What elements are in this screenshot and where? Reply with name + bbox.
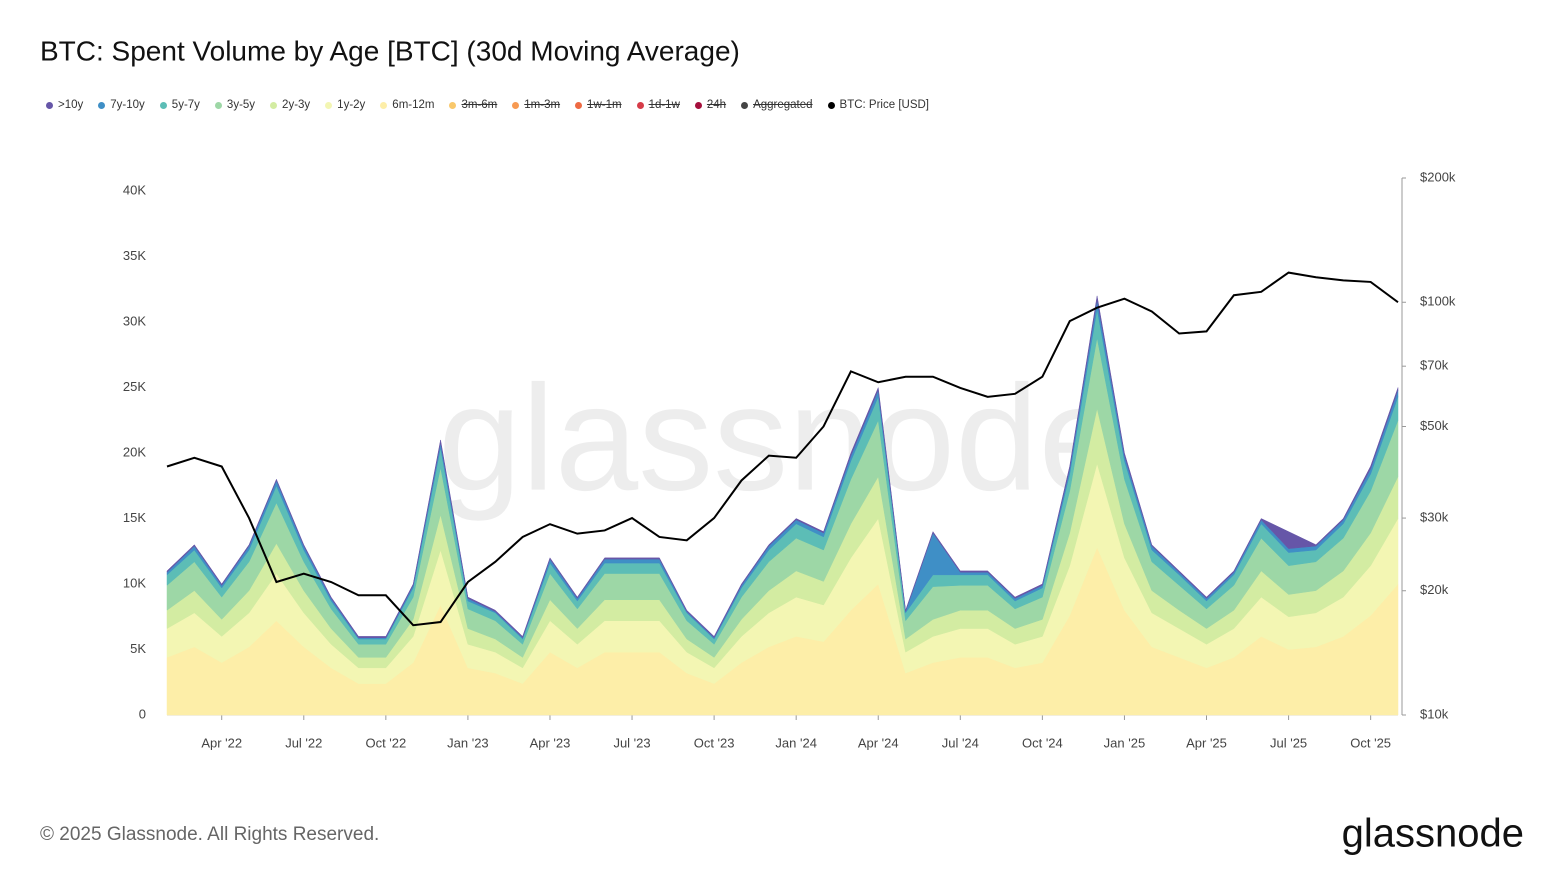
- y2-tick-label: $10k: [1420, 706, 1449, 721]
- y-tick-label: 25K: [123, 379, 146, 394]
- legend-item[interactable]: 1d-1w: [636, 99, 680, 111]
- x-tick-label: Apr '25: [1186, 735, 1227, 750]
- legend-item[interactable]: 6m-12m: [380, 99, 434, 111]
- logo: glassnode: [1342, 812, 1524, 856]
- x-tick-label: Jul '24: [942, 735, 979, 750]
- legend-item[interactable]: BTC: Price [USD]: [827, 99, 930, 111]
- legend-marker: [449, 101, 457, 109]
- legend-label: >10y: [58, 99, 84, 111]
- legend-marker: [380, 101, 388, 109]
- legend-label: 1y-2y: [337, 99, 366, 111]
- y2-tick-label: $200k: [1420, 169, 1456, 184]
- legend-marker: [159, 101, 167, 109]
- legend-marker: [575, 101, 583, 109]
- x-tick-label: Apr '22: [201, 735, 242, 750]
- y2-tick-label: $20k: [1420, 582, 1449, 597]
- area: [166, 295, 1399, 639]
- legend-item[interactable]: 3y-5y: [214, 99, 256, 111]
- y2-tick-label: $30k: [1420, 510, 1449, 525]
- legend-marker: [46, 101, 53, 109]
- x-tick-label: Oct '24: [1022, 735, 1063, 750]
- legend-marker: [636, 101, 644, 109]
- x-tick-label: Jan '24: [775, 735, 817, 750]
- legend-label: 5y-7y: [171, 99, 200, 111]
- y-tick-label: 20K: [123, 444, 146, 459]
- footer: © 2025 Glassnode. All Rights Reserved.: [40, 824, 379, 845]
- legend-label: 1w-1m: [587, 99, 622, 111]
- legend-label: 1m-3m: [524, 99, 561, 111]
- legend-label: 7y-10y: [110, 99, 145, 111]
- legend-label: 1d-1w: [648, 99, 680, 111]
- legend-label: BTC: Price [USD]: [839, 99, 930, 111]
- legend-item[interactable]: 7y-10y: [98, 99, 145, 111]
- legend-item[interactable]: 2y-3y: [270, 99, 310, 111]
- y-tick-label: 35K: [123, 248, 146, 263]
- legend-label: 3m-6m: [461, 99, 498, 111]
- legend-item[interactable]: 3m-6m: [449, 99, 497, 111]
- x-tick-label: Jul '22: [285, 735, 322, 750]
- legend-marker: [741, 101, 749, 109]
- legend-item[interactable]: >10y: [46, 99, 83, 111]
- legend-label: 3y-5y: [226, 99, 256, 111]
- x-tick-label: Jul '25: [1270, 735, 1307, 750]
- legend-item[interactable]: 1y-2y: [325, 99, 365, 111]
- legend-item[interactable]: 24h: [694, 99, 727, 111]
- x-tick-label: Jan '25: [1104, 735, 1146, 750]
- chart-title: BTC: Spent Volume by Age [BTC] (30d Movi…: [40, 35, 740, 66]
- x-tick-label: Jul '23: [613, 735, 650, 750]
- x-tick-label: Oct '25: [1350, 735, 1391, 750]
- legend-label: 6m-12m: [392, 99, 435, 111]
- watermark: glassnode: [438, 354, 1122, 522]
- legend-label: 24h: [706, 99, 727, 111]
- legend-marker: [827, 101, 835, 109]
- legend-marker: [325, 101, 333, 109]
- legend-item[interactable]: 1m-3m: [512, 99, 560, 111]
- y-tick-label: 40K: [123, 183, 146, 198]
- x-tick-label: Apr '24: [858, 735, 899, 750]
- legend-label: Aggregated: [753, 99, 813, 111]
- y-tick-label: 5K: [130, 641, 146, 656]
- price-line: [166, 271, 1399, 627]
- legend-marker: [214, 101, 222, 109]
- x-tick-label: Apr '23: [530, 735, 571, 750]
- y-tick-label: 10K: [123, 575, 146, 590]
- legend-marker: [512, 101, 520, 109]
- y2-tick-label: $70k: [1420, 358, 1449, 373]
- y-tick-label: 15K: [123, 510, 146, 525]
- y-tick-label: 0: [139, 706, 146, 721]
- legend-label: 2y-3y: [282, 99, 311, 111]
- x-tick-label: Oct '22: [365, 735, 406, 750]
- y-tick-label: 30K: [123, 314, 146, 329]
- legend-item[interactable]: 1w-1m: [575, 99, 622, 111]
- legend: >10y 7y-10y 5y-7y 3y-5y 2y-3y 1y-2y 6m-12m 3m-6…: [46, 99, 929, 111]
- legend-item[interactable]: Aggregated: [741, 99, 813, 111]
- x-tick-label: Jan '23: [447, 735, 489, 750]
- legend-marker: [98, 101, 106, 109]
- legend-marker: [694, 101, 702, 109]
- y2-tick-label: $100k: [1420, 294, 1456, 309]
- y2-tick-label: $50k: [1420, 418, 1449, 433]
- legend-marker: [270, 101, 278, 109]
- legend-item[interactable]: 5y-7y: [159, 99, 200, 111]
- x-tick-label: Oct '23: [694, 735, 735, 750]
